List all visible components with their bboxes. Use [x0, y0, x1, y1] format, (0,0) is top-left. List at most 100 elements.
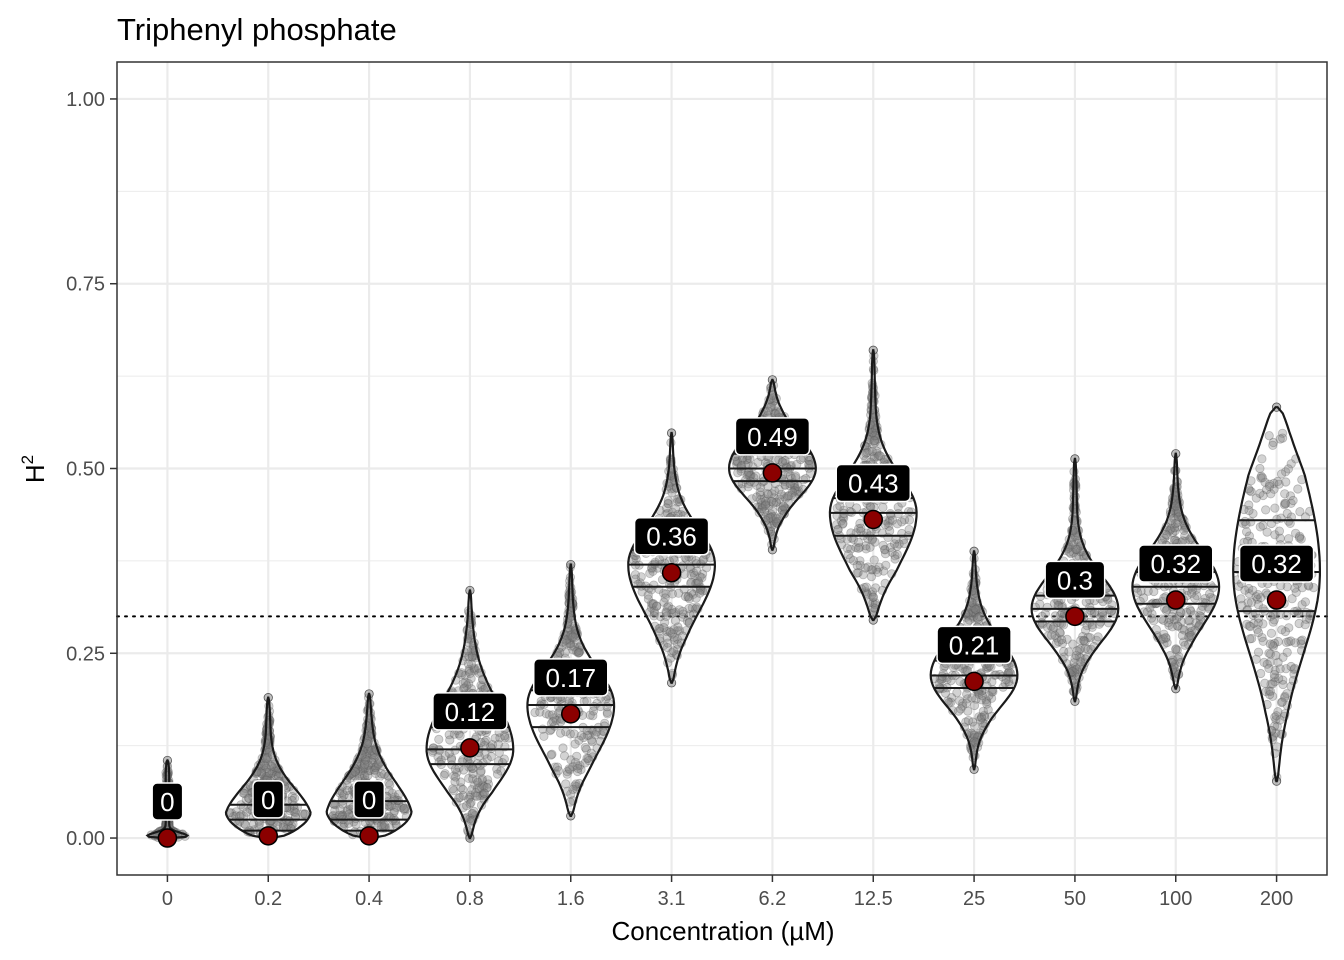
- jitter-point: [452, 767, 462, 777]
- jitter-point: [833, 524, 843, 535]
- jitter-point: [755, 487, 765, 497]
- jitter-point: [466, 659, 477, 669]
- jitter-point: [465, 799, 475, 809]
- jitter-point: [469, 806, 479, 817]
- jitter-point: [776, 489, 786, 499]
- jitter-point: [469, 665, 480, 676]
- jitter-point: [974, 689, 984, 699]
- grid-layer: [117, 62, 1327, 875]
- jitter-point: [369, 751, 379, 761]
- jitter-point: [360, 755, 371, 765]
- jitter-point: [1205, 589, 1215, 599]
- jitter-point: [342, 785, 352, 796]
- jitter-point: [483, 779, 493, 789]
- estimate-point: [1266, 590, 1287, 610]
- jitter-point: [446, 753, 457, 763]
- jitter-point: [1081, 597, 1091, 607]
- jitter-point: [667, 608, 677, 619]
- jitter-point: [444, 748, 454, 758]
- jitter-point: [464, 651, 474, 662]
- jitter-point: [654, 626, 665, 636]
- jitter-point: [1248, 610, 1258, 620]
- jitter-point: [662, 642, 673, 653]
- jitter-point: [565, 624, 575, 635]
- jitter-point: [1182, 607, 1192, 617]
- jitter-point: [1264, 481, 1275, 491]
- jitter-point: [563, 630, 573, 640]
- jitter-point: [486, 751, 496, 762]
- jitter-point: [767, 489, 777, 499]
- jitter-point: [661, 607, 671, 617]
- jitter-point: [963, 617, 973, 627]
- jitter-point: [370, 752, 380, 762]
- jitter-point: [570, 781, 580, 791]
- jitter-point: [450, 772, 461, 782]
- jitter-point: [596, 730, 607, 740]
- jitter-point: [582, 753, 592, 763]
- jitter-point: [458, 790, 468, 801]
- jitter-point: [574, 647, 584, 657]
- estimate-point: [359, 826, 379, 846]
- jitter-point: [330, 805, 340, 816]
- jitter-point: [770, 486, 780, 496]
- jitter-point: [434, 745, 445, 756]
- jitter-point: [476, 766, 486, 776]
- jitter-point: [571, 779, 581, 789]
- jitter-point: [399, 805, 410, 815]
- jitter-point: [259, 758, 270, 768]
- jitter-point: [549, 713, 560, 723]
- x-tick-label: 0: [162, 888, 173, 910]
- jitter-point: [477, 775, 487, 786]
- estimate-label-text: 0.32: [1150, 549, 1201, 579]
- jitter-point: [674, 605, 685, 615]
- jitter-point: [565, 635, 575, 645]
- jitter-point: [476, 680, 486, 690]
- estimate-point: [863, 509, 883, 530]
- jitter-point: [433, 752, 443, 762]
- jitter-point: [362, 744, 373, 754]
- jitter-point: [467, 785, 477, 795]
- jitter-point: [1171, 644, 1181, 655]
- jitter-point: [477, 682, 487, 692]
- jitter-point: [1136, 586, 1146, 596]
- jitter-point: [535, 707, 545, 717]
- jitter-point: [265, 760, 275, 770]
- jitter-point: [662, 602, 672, 612]
- x-tick-label: 0.2: [254, 888, 282, 910]
- jitter-point: [1161, 606, 1171, 616]
- x-tick-label: 0.8: [456, 888, 484, 910]
- jitter-point: [969, 700, 980, 711]
- jitter-point: [481, 735, 491, 745]
- jitter-point: [289, 807, 299, 817]
- jitter-point: [466, 684, 476, 694]
- jitter-point: [760, 500, 771, 510]
- jitter-point: [561, 779, 571, 789]
- jitter-point: [385, 780, 395, 790]
- jitter-point: [769, 518, 779, 528]
- jitter-point: [737, 455, 747, 465]
- jitter-point: [268, 763, 278, 774]
- jitter-point: [369, 765, 379, 775]
- jitter-point: [649, 608, 660, 618]
- estimate-label-text: 0.12: [445, 697, 496, 727]
- jitter-point: [1242, 527, 1252, 537]
- jitter-point: [370, 765, 380, 776]
- jitter-point: [363, 766, 374, 776]
- jitter-point: [667, 604, 677, 615]
- jitter-point: [982, 699, 992, 709]
- jitter-point: [669, 632, 679, 642]
- jitter-point: [570, 757, 581, 768]
- jitter-point: [500, 732, 510, 743]
- jitter-point: [663, 638, 673, 648]
- jitter-point: [851, 503, 862, 513]
- jitter-point: [1264, 648, 1274, 658]
- jitter-point: [581, 744, 592, 755]
- jitter-point: [1265, 686, 1276, 696]
- jitter-point: [461, 801, 472, 811]
- jitter-point: [1079, 636, 1089, 646]
- jitter-point: [1301, 607, 1311, 618]
- y-tick-label: 0.75: [66, 274, 105, 296]
- jitter-point: [1042, 602, 1052, 612]
- jitter-point: [391, 802, 402, 813]
